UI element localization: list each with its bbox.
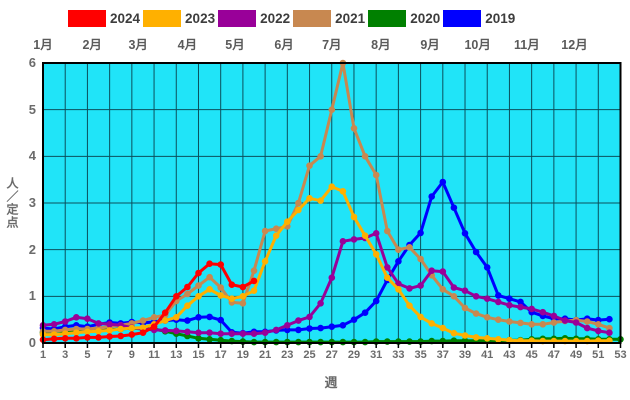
x-tick-39: 39 xyxy=(458,349,472,361)
month-label-8: 8月 xyxy=(371,38,391,52)
x-tick-29: 29 xyxy=(347,349,361,361)
legend-label: 2019 xyxy=(485,10,516,26)
x-axis-title: 週 xyxy=(324,375,338,390)
y-tick-4: 4 xyxy=(28,148,36,164)
legend-item-2019: 2019 xyxy=(443,9,516,27)
x-tick-5: 5 xyxy=(84,349,91,361)
x-tick-35: 35 xyxy=(414,349,427,361)
x-tick-33: 33 xyxy=(392,349,405,361)
month-label-10: 10月 xyxy=(464,38,491,52)
legend-item-2024: 2024 xyxy=(68,9,141,27)
legend-label: 2022 xyxy=(260,10,291,26)
legend-item-2023: 2023 xyxy=(143,9,216,27)
month-label-12: 12月 xyxy=(561,38,588,52)
month-label-5: 5月 xyxy=(225,38,245,52)
x-tick-11: 11 xyxy=(148,349,160,361)
legend-item-2022: 2022 xyxy=(218,9,291,27)
x-tick-45: 45 xyxy=(525,349,538,361)
legend-label: 2023 xyxy=(185,10,216,26)
x-tick-19: 19 xyxy=(236,349,250,361)
x-tick-27: 27 xyxy=(325,349,338,361)
x-tick-23: 23 xyxy=(281,349,294,361)
series-2023-line xyxy=(39,183,613,345)
legend-label: 2021 xyxy=(335,10,366,26)
month-label-9: 9月 xyxy=(420,38,440,52)
y-tick-5: 5 xyxy=(28,101,36,117)
month-label-7: 7月 xyxy=(322,38,342,52)
legend-label: 2024 xyxy=(110,10,141,26)
legend-swatch-2024 xyxy=(68,9,106,27)
x-tick-marks xyxy=(42,344,622,348)
legend-swatch-2019 xyxy=(443,9,482,27)
series-2024-line xyxy=(39,260,258,344)
x-tick-13: 13 xyxy=(170,349,183,361)
x-tick-53: 53 xyxy=(614,349,627,361)
y-axis-title: 人／定点 xyxy=(5,177,19,229)
legend-swatch-2020 xyxy=(368,9,407,27)
legend-item-2020: 2020 xyxy=(368,9,441,27)
x-tick-25: 25 xyxy=(303,349,316,361)
month-label-2: 2月 xyxy=(82,38,102,52)
legend: 2024 2023 2022 2021 2020 2019 xyxy=(68,8,518,28)
legend-item-2021: 2021 xyxy=(293,9,366,27)
x-tick-43: 43 xyxy=(503,349,516,361)
y-tick-0: 0 xyxy=(28,335,36,350)
legend-swatch-2022 xyxy=(218,9,257,27)
x-tick-37: 37 xyxy=(436,349,449,361)
x-tick-15: 15 xyxy=(192,349,205,361)
x-tick-1: 1 xyxy=(39,349,47,361)
x-tick-31: 31 xyxy=(370,349,383,361)
x-tick-9: 9 xyxy=(128,349,135,361)
x-tick-3: 3 xyxy=(62,349,69,361)
x-tick-41: 41 xyxy=(481,349,494,361)
legend-label: 2020 xyxy=(410,10,441,26)
legend-swatch-2023 xyxy=(143,9,182,27)
legend-swatch-2021 xyxy=(293,9,332,27)
x-tick-49: 49 xyxy=(569,349,583,361)
y-tick-1: 1 xyxy=(28,288,36,304)
y-tick-6: 6 xyxy=(28,55,36,70)
month-label-11: 11月 xyxy=(514,38,540,52)
y-tick-2: 2 xyxy=(28,241,36,257)
x-tick-7: 7 xyxy=(106,349,113,361)
plot-border xyxy=(42,62,622,344)
month-label-1: 1月 xyxy=(33,38,53,52)
y-tick-3: 3 xyxy=(28,195,36,210)
month-label-4: 4月 xyxy=(177,38,198,52)
x-tick-51: 51 xyxy=(592,349,605,361)
x-tick-21: 21 xyxy=(258,349,272,361)
month-label-3: 3月 xyxy=(128,38,148,52)
month-label-6: 6月 xyxy=(274,38,294,52)
x-tick-47: 47 xyxy=(547,349,561,361)
x-tick-17: 17 xyxy=(214,349,227,361)
